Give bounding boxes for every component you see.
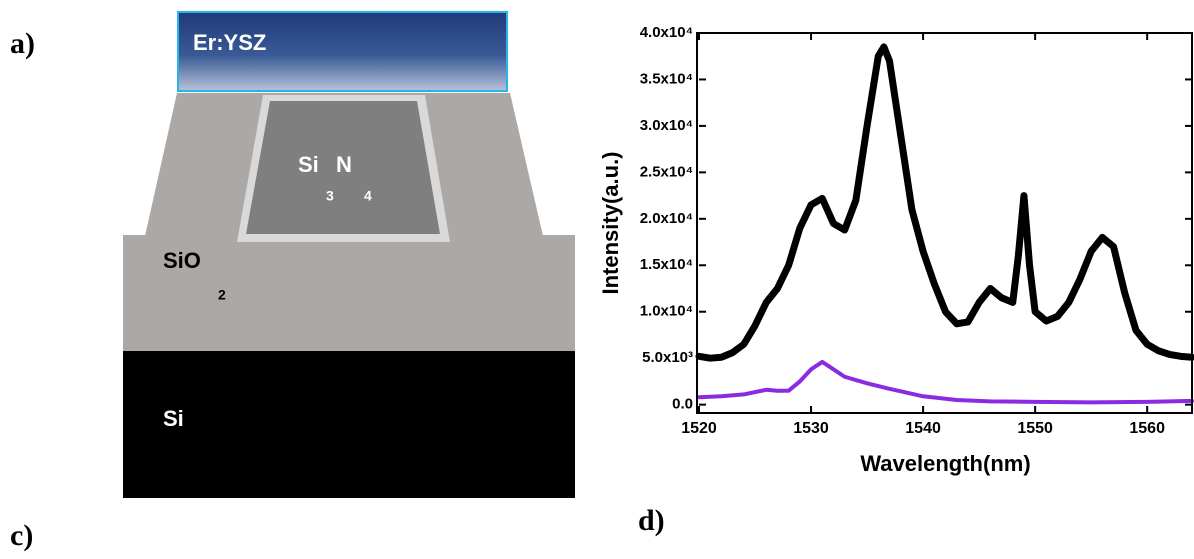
label: Si (298, 152, 319, 177)
x-tick-label: 1540 (905, 420, 941, 437)
waveguide-diagram: Er:YSZ Si N 3 4 SiO 2 Si (123, 11, 575, 498)
y-tick-label: 5.0x10³ (642, 349, 693, 366)
y-tick-label: 2.0x10⁴ (640, 210, 693, 227)
label: SiO (163, 248, 201, 273)
oxide (123, 235, 575, 351)
label: 4 (364, 188, 372, 204)
x-axis-label: Wavelength(nm) (860, 451, 1030, 476)
label: Si (163, 406, 184, 431)
label: Er:YSZ (193, 30, 266, 55)
label: 2 (218, 287, 226, 303)
label: N (336, 152, 352, 177)
x-tick-label: 1560 (1129, 420, 1165, 437)
data-line (697, 359, 1194, 405)
cladding (177, 11, 508, 92)
y-tick-label: 4.0x10⁴ (640, 24, 693, 41)
y-tick-label: 3.0x10⁴ (640, 117, 693, 134)
y-tick-label: 2.5x10⁴ (640, 163, 693, 180)
y-tick-label: 0.0 (672, 396, 693, 413)
y-axis-label: Intensity(a.u.) (598, 151, 623, 294)
panel-label: a) (10, 27, 35, 60)
x-tick-label: 1530 (793, 420, 829, 437)
x-tick-label: 1550 (1017, 420, 1053, 437)
x-tick-label: 1520 (681, 420, 717, 437)
panel-label: c) (10, 519, 33, 552)
y-tick-label: 3.5x10⁴ (640, 70, 693, 87)
data-line (695, 43, 1194, 362)
plot-frame (696, 32, 1193, 414)
panel-label: d) (638, 504, 665, 537)
substrate (123, 350, 575, 498)
core (246, 101, 440, 234)
chart: 1520 1530 1540 1550 1560 0.0 5.0x10³ 1.0x10⁴ 1.5… (598, 24, 1194, 476)
y-tick-label: 1.5x10⁴ (640, 256, 693, 273)
label: 3 (326, 188, 334, 204)
y-tick-label: 1.0x10⁴ (640, 303, 693, 320)
